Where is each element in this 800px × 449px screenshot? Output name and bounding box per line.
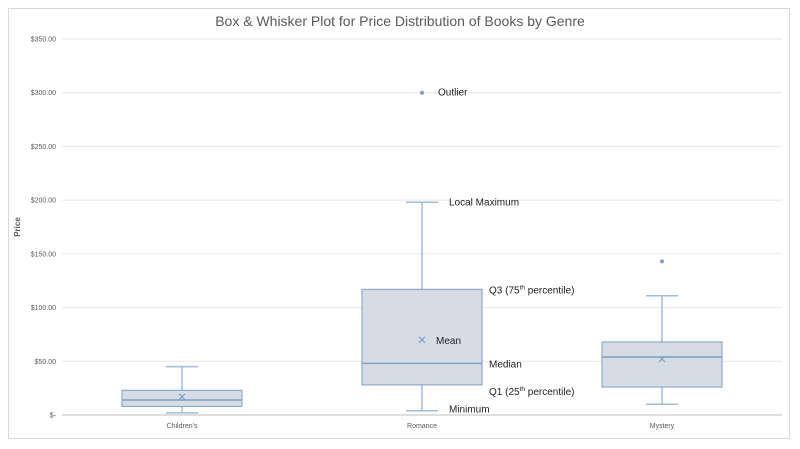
y-axis-ticks: $- $50.00 $100.00 $150.00 $200.00 $250.00 $300… xyxy=(31,37,57,420)
annotation-label: Q3 (75th percentile) xyxy=(489,284,574,296)
x-tick-label: Mystery xyxy=(650,423,675,430)
y-axis-label: Price xyxy=(13,217,22,237)
mean-marker xyxy=(658,355,666,363)
annotation-label: Q1 (25th percentile) xyxy=(489,386,574,398)
iqr-box xyxy=(361,288,483,386)
y-tick-label: $300.00 xyxy=(31,90,56,97)
outlier-point xyxy=(420,90,424,95)
box-romance xyxy=(361,90,483,412)
chart-title: Box & Whisker Plot for Price Distributio… xyxy=(215,13,585,29)
y-tick-label: $- xyxy=(50,413,57,420)
annotation-label: Minimum xyxy=(449,405,490,416)
annotation-label: Median xyxy=(489,359,522,370)
x-tick-label: Children's xyxy=(167,423,198,430)
mean-marker xyxy=(418,336,426,344)
iqr-box xyxy=(121,389,243,407)
annotation-label: Local Maximum xyxy=(449,197,519,208)
annotation-label: Outlier xyxy=(438,88,468,99)
x-axis-ticks: Children's Romance Mystery xyxy=(167,423,675,430)
box-childrens xyxy=(121,365,243,414)
annotation-label: Mean xyxy=(436,336,461,347)
box-mystery xyxy=(601,259,723,406)
y-tick-label: $150.00 xyxy=(31,251,56,258)
box-plots xyxy=(121,90,723,414)
y-tick-label: $100.00 xyxy=(31,305,56,312)
annotations: Outlier Local Maximum Q3 (75th percentile)… xyxy=(436,88,574,416)
y-tick-label: $200.00 xyxy=(31,198,56,205)
iqr-box xyxy=(601,341,723,388)
y-tick-label: $350.00 xyxy=(31,37,56,44)
y-tick-label: $50.00 xyxy=(35,359,57,366)
x-tick-label: Romance xyxy=(407,423,437,430)
mean-marker xyxy=(178,393,186,401)
y-tick-label: $250.00 xyxy=(31,144,56,151)
outlier-point xyxy=(660,259,664,264)
